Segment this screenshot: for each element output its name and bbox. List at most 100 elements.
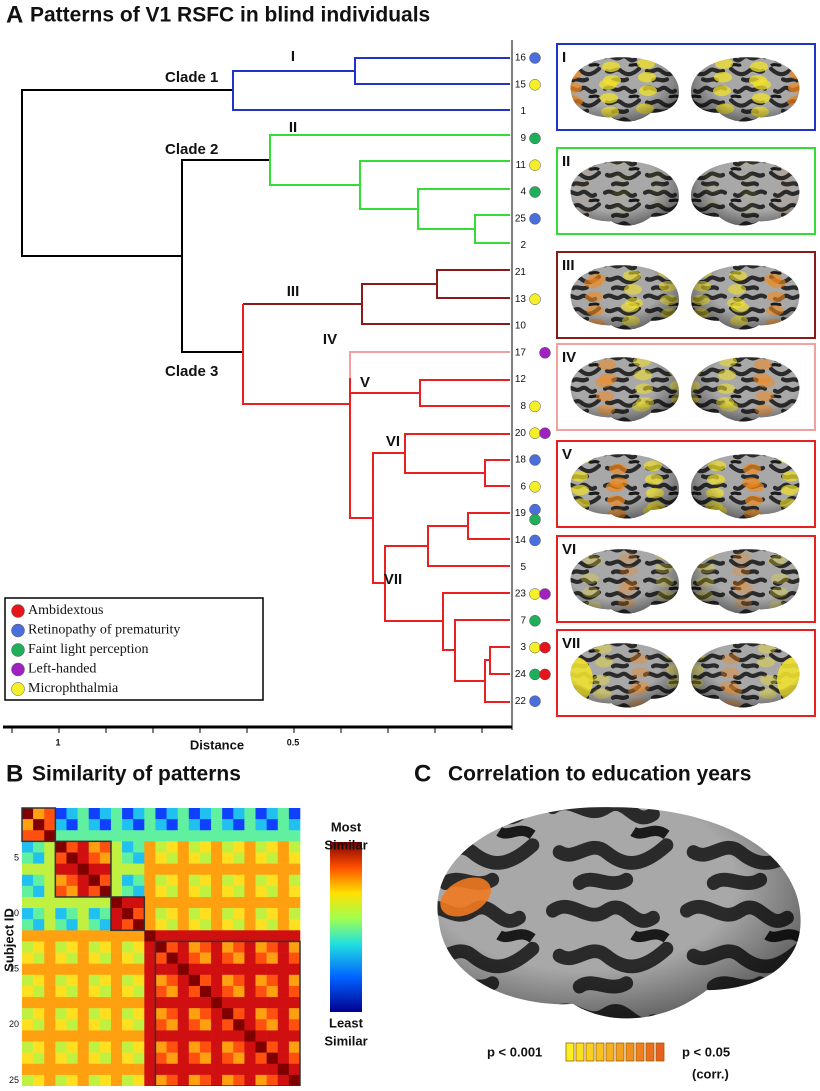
heat-cell xyxy=(99,819,112,831)
subgroup-label: VII xyxy=(384,571,402,588)
heat-cell xyxy=(44,908,56,920)
heat-cell xyxy=(222,874,234,887)
heat-cell xyxy=(88,863,101,876)
legend-box xyxy=(4,597,264,701)
cluster-box xyxy=(21,807,57,843)
leaf-label: 4 xyxy=(520,187,526,198)
panel-letter: B xyxy=(6,760,23,787)
scale-swatch xyxy=(595,1042,605,1062)
heat-cell xyxy=(233,1008,245,1020)
heat-cell xyxy=(177,963,190,976)
heat-cell xyxy=(22,874,34,887)
heat-cell xyxy=(199,1008,212,1020)
heat-cell xyxy=(110,952,123,964)
heat-cell xyxy=(77,941,90,953)
x-tick-label: 0.5 xyxy=(287,737,300,747)
heat-cell xyxy=(44,830,56,842)
heat-cell xyxy=(44,1074,56,1087)
heat-cell xyxy=(211,1063,223,1076)
heat-cell xyxy=(177,1052,190,1065)
heat-cell xyxy=(288,896,301,909)
leaf-label: 20 xyxy=(515,428,527,439)
heat-cell xyxy=(88,1074,101,1087)
heat-cell xyxy=(255,963,267,976)
heat-cell xyxy=(166,919,178,931)
heat-cell xyxy=(266,930,279,942)
heat-cell xyxy=(288,963,301,976)
heat-cell xyxy=(44,930,56,942)
heat-cell xyxy=(99,874,112,887)
heat-cell xyxy=(66,896,78,909)
heat-cell xyxy=(22,974,34,987)
heat-cell xyxy=(233,863,245,876)
subgroup-label: II xyxy=(289,119,297,136)
heat-cell xyxy=(44,1008,56,1020)
heat-cell xyxy=(55,974,67,987)
heat-cell xyxy=(222,985,234,998)
heat-cell xyxy=(177,1063,190,1076)
heat-cell xyxy=(288,808,301,820)
heat-cell xyxy=(77,985,90,998)
p-scale xyxy=(565,1042,665,1062)
heat-cell xyxy=(233,874,245,887)
leaf-label: 12 xyxy=(515,374,527,385)
heat-cell xyxy=(288,1041,301,1053)
heat-cell xyxy=(266,830,279,842)
heat-cell xyxy=(155,1074,167,1087)
heat-cell xyxy=(244,952,256,964)
heat-cell xyxy=(266,908,279,920)
heat-cell xyxy=(211,1030,223,1042)
heat-cell xyxy=(255,1063,267,1076)
heat-cell xyxy=(88,1052,101,1065)
heat-cell xyxy=(277,808,290,820)
heat-cell xyxy=(277,963,290,976)
heat-cell xyxy=(77,1063,90,1076)
heat-cell xyxy=(244,1019,256,1031)
heat-cell xyxy=(166,941,178,953)
heat-cell xyxy=(199,896,212,909)
subgroup-label: V xyxy=(360,374,370,391)
heat-cell xyxy=(199,808,212,820)
heat-cell xyxy=(133,930,145,942)
heat-cell xyxy=(44,1019,56,1031)
heat-cell xyxy=(77,863,90,876)
heat-cell xyxy=(122,1052,134,1065)
heat-cell xyxy=(55,852,67,864)
scale-swatch xyxy=(645,1042,655,1062)
heat-cell xyxy=(66,885,78,898)
heat-cell xyxy=(255,952,267,964)
heat-cell xyxy=(55,919,67,931)
heat-cell xyxy=(66,819,78,831)
heat-cell xyxy=(166,1019,178,1031)
heat-cell xyxy=(288,997,301,1009)
heat-cell xyxy=(144,941,156,953)
heat-cell xyxy=(133,1008,145,1020)
heat-cell xyxy=(277,830,290,842)
heat-cell xyxy=(77,852,90,864)
pattern-label: V xyxy=(562,446,572,463)
heat-cell xyxy=(166,974,178,987)
heat-cell xyxy=(177,1019,190,1031)
heat-cell xyxy=(255,1074,267,1087)
heat-cell xyxy=(255,1041,267,1053)
heat-cell xyxy=(44,919,56,931)
heat-cell xyxy=(122,819,134,831)
heat-cell xyxy=(277,974,290,987)
heat-cell xyxy=(211,841,223,853)
heat-cell xyxy=(155,941,167,953)
heat-cell xyxy=(277,985,290,998)
axis-title: Distance xyxy=(190,737,244,752)
heat-cell xyxy=(188,908,201,920)
heat-cell xyxy=(88,819,101,831)
heat-cell xyxy=(77,885,90,898)
heat-cell xyxy=(66,952,78,964)
heat-cell xyxy=(88,874,101,887)
heat-cell xyxy=(177,830,190,842)
heat-cell xyxy=(277,930,290,942)
heat-cell xyxy=(110,908,123,920)
heat-cell xyxy=(199,963,212,976)
heat-cell xyxy=(77,930,90,942)
heat-cell xyxy=(244,819,256,831)
heat-cell xyxy=(211,1074,223,1087)
heat-cell xyxy=(77,896,90,909)
